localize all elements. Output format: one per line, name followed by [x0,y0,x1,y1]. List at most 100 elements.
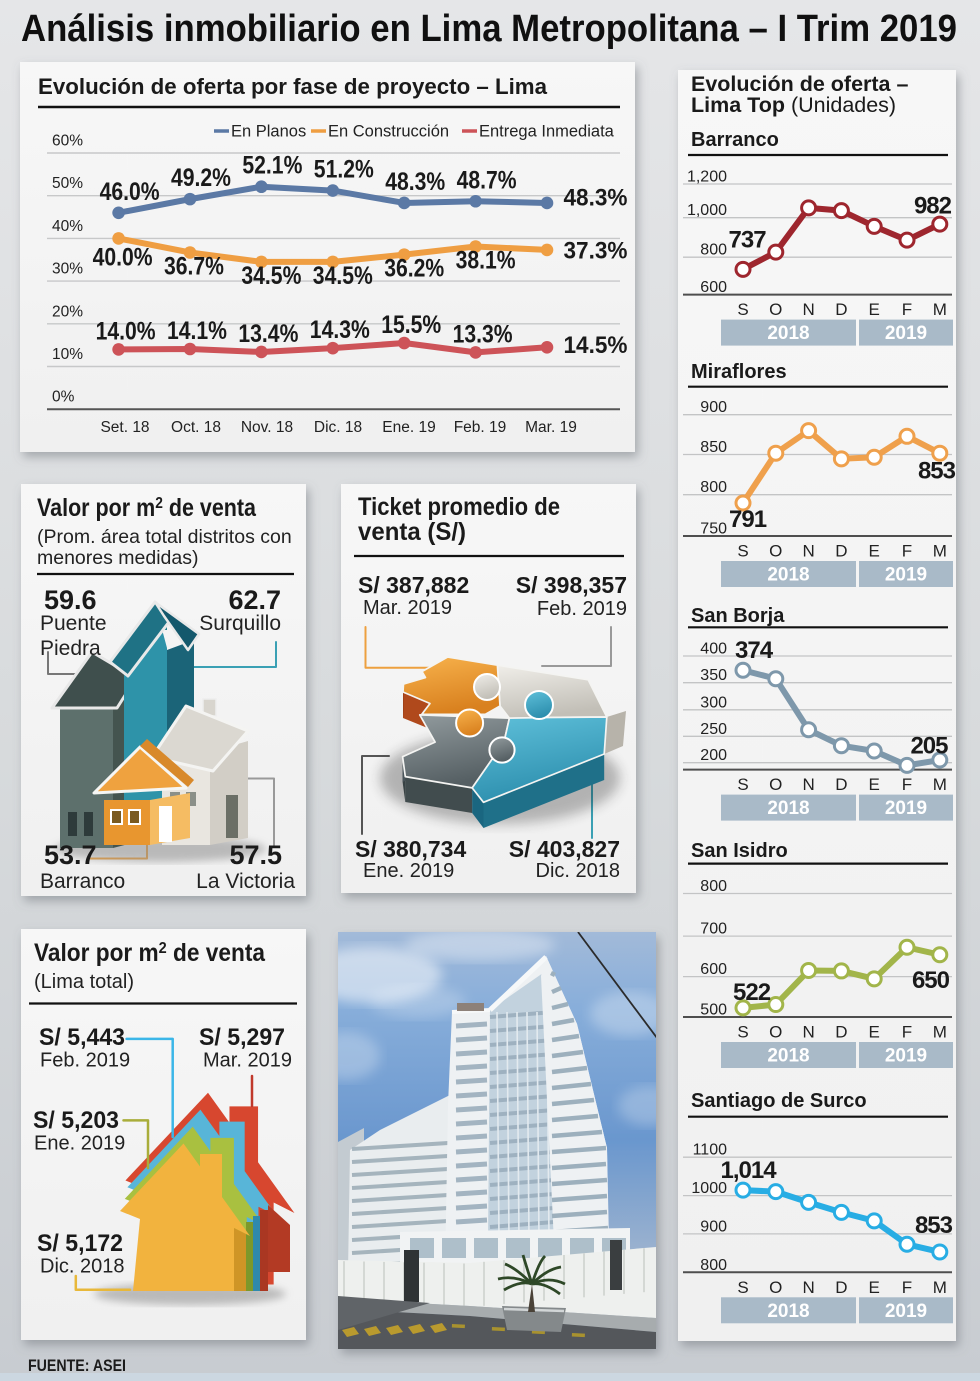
svg-text:48.7%: 48.7% [457,166,517,194]
svg-text:M: M [933,300,947,319]
svg-text:S: S [737,1023,748,1042]
svg-text:15.5%: 15.5% [381,311,441,339]
svg-text:374: 374 [735,637,774,664]
svg-text:venta (S/): venta (S/) [358,518,466,546]
svg-text:(Lima total): (Lima total) [34,971,134,993]
svg-text:57.5: 57.5 [229,840,282,870]
svg-text:S: S [737,775,748,794]
svg-text:40.0%: 40.0% [93,243,153,271]
svg-text:N: N [802,1278,814,1297]
svg-text:Barranco: Barranco [691,129,779,151]
svg-text:M: M [933,1023,947,1042]
svg-text:O: O [769,542,782,561]
svg-text:2019: 2019 [885,565,927,586]
svg-text:F: F [902,775,912,794]
svg-text:Evolución de oferta por fase d: Evolución de oferta por fase de proyecto… [38,74,548,99]
svg-text:F: F [902,542,912,561]
svg-text:D: D [835,542,847,561]
svg-text:F: F [902,1023,912,1042]
svg-text:14.1%: 14.1% [167,317,227,345]
svg-text:N: N [802,1023,814,1042]
svg-text:N: N [802,300,814,319]
svg-text:menores medidas): menores medidas) [37,547,198,569]
svg-text:350: 350 [700,667,727,684]
svg-text:D: D [835,1023,847,1042]
svg-text:800: 800 [700,242,727,259]
svg-text:D: D [835,775,847,794]
svg-text:En Planos: En Planos [231,123,306,141]
svg-text:2018: 2018 [767,1301,809,1322]
svg-text:O: O [769,300,782,319]
svg-text:Set. 18: Set. 18 [100,419,149,436]
svg-text:522: 522 [733,979,771,1006]
svg-text:San Borja: San Borja [691,605,785,627]
svg-text:700: 700 [700,921,727,938]
svg-text:Mar. 2019: Mar. 2019 [203,1050,292,1072]
svg-text:Dic. 2018: Dic. 2018 [536,860,621,882]
svg-text:20%: 20% [52,303,83,320]
svg-text:2018: 2018 [767,565,809,586]
svg-text:Surquillo: Surquillo [199,612,281,635]
svg-text:Valor por m2 de venta: Valor por m2 de venta [34,939,266,967]
svg-text:850: 850 [700,439,727,456]
svg-text:14.5%: 14.5% [564,332,628,359]
svg-text:E: E [869,300,880,319]
svg-text:200: 200 [700,747,727,764]
svg-text:59.6: 59.6 [44,585,97,615]
svg-text:En Construcción: En Construcción [328,123,449,141]
svg-text:S/ 403,827: S/ 403,827 [509,836,620,862]
svg-text:2018: 2018 [767,323,809,344]
svg-text:E: E [869,1023,880,1042]
svg-text:36.2%: 36.2% [384,255,444,283]
svg-text:S/ 380,734: S/ 380,734 [355,836,466,862]
svg-text:62.7: 62.7 [228,585,281,615]
svg-text:Entrega Inmediata: Entrega Inmediata [479,123,615,141]
svg-text:1000: 1000 [691,1180,727,1197]
svg-text:46.0%: 46.0% [100,178,160,206]
svg-text:50%: 50% [52,175,83,192]
svg-text:D: D [835,300,847,319]
svg-text:800: 800 [700,1257,727,1274]
svg-text:2018: 2018 [767,798,809,819]
svg-text:1,200: 1,200 [687,169,727,186]
svg-text:982: 982 [914,193,952,220]
svg-text:37.3%: 37.3% [564,237,628,264]
svg-text:Ene. 19: Ene. 19 [382,419,435,436]
svg-text:48.3%: 48.3% [385,168,445,196]
svg-text:D: D [835,1278,847,1297]
svg-text:Miraflores: Miraflores [691,361,787,383]
svg-text:36.7%: 36.7% [164,252,224,280]
svg-text:750: 750 [700,521,727,538]
svg-text:N: N [802,775,814,794]
svg-text:2019: 2019 [885,323,927,344]
svg-text:E: E [869,542,880,561]
svg-text:500: 500 [700,1002,727,1019]
svg-text:S/ 5,172: S/ 5,172 [37,1230,123,1257]
svg-text:Análisis inmobiliario en Lima: Análisis inmobiliario en Lima Metropolit… [21,8,957,50]
svg-text:Evolución de oferta –: Evolución de oferta – [691,72,908,96]
svg-text:Nov. 18: Nov. 18 [241,419,293,436]
svg-text:1,014: 1,014 [721,1157,778,1184]
svg-text:2019: 2019 [885,1046,927,1067]
svg-text:34.5%: 34.5% [313,262,373,290]
svg-text:Mar. 19: Mar. 19 [525,419,577,436]
svg-text:40%: 40% [52,218,83,235]
svg-text:F: F [902,300,912,319]
svg-text:800: 800 [700,479,727,496]
svg-text:S: S [737,1278,748,1297]
svg-text:N: N [802,542,814,561]
svg-text:Ticket promedio de: Ticket promedio de [358,493,560,521]
svg-text:53.7: 53.7 [44,840,97,870]
svg-text:13.4%: 13.4% [238,320,298,348]
svg-text:2018: 2018 [767,1046,809,1067]
svg-text:Barranco: Barranco [40,870,125,893]
svg-text:1100: 1100 [693,1142,728,1159]
svg-text:Oct. 18: Oct. 18 [171,419,221,436]
svg-text:M: M [933,1278,947,1297]
svg-text:52.1%: 52.1% [242,152,302,180]
svg-text:900: 900 [700,1218,727,1235]
svg-text:853: 853 [918,458,956,485]
svg-text:2019: 2019 [885,798,927,819]
svg-text:Mar. 2019: Mar. 2019 [363,597,452,619]
svg-text:Feb. 2019: Feb. 2019 [537,598,627,620]
